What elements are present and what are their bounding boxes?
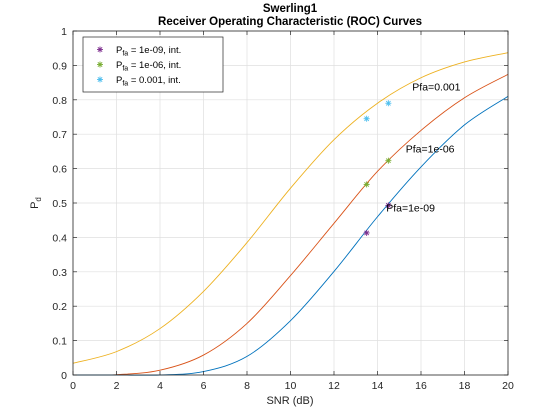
legend-label-1: Pfa = 1e-06, int. — [116, 60, 181, 73]
y-axis-label-main: P — [29, 202, 41, 209]
chart-title: Swerling1 — [263, 3, 318, 15]
y-tick-label-4: 0.4 — [52, 232, 67, 244]
x-tick-label-3: 6 — [201, 380, 207, 392]
y-tick-label-8: 0.8 — [52, 95, 67, 107]
x-tick-label-7: 14 — [372, 380, 384, 392]
y-tick-label-7: 0.7 — [52, 129, 67, 141]
marker-0-0 — [363, 229, 370, 236]
x-axis-label: SNR (dB) — [266, 395, 313, 407]
x-tick-label-1: 2 — [114, 380, 120, 392]
annotation-1: Pfa=1e-06 — [406, 144, 455, 156]
ticks: 0 2 4 6 8 10 12 14 16 18 20 0 0.1 0.2 0.3 0.4 0.5 0.6 0.7 0… — [52, 26, 514, 392]
y-tick-label-0: 0 — [61, 370, 67, 382]
y-tick-label-10: 1 — [61, 26, 67, 38]
y-tick-label-1: 0.1 — [52, 336, 67, 348]
legend: Pfa = 1e-09, int. Pfa = 1e-06, int. Pfa = … — [82, 36, 224, 93]
y-axis-label-sub: d — [34, 197, 43, 201]
roc-curve-1 — [72, 73, 509, 376]
legend-box — [82, 36, 224, 93]
x-tick-label-9: 18 — [459, 380, 471, 392]
legend-label-2: Pfa = 0.001, int. — [116, 75, 181, 88]
y-tick-label-9: 0.9 — [52, 60, 67, 72]
x-tick-label-10: 20 — [502, 380, 514, 392]
x-tick-label-5: 10 — [285, 380, 297, 392]
y-tick-label-3: 0.3 — [52, 267, 67, 279]
x-tick-label-8: 16 — [415, 380, 427, 392]
roc-curve-0 — [72, 52, 509, 364]
svg-text:Pd: Pd — [29, 197, 43, 209]
x-tick-label-0: 0 — [70, 380, 76, 392]
y-axis-label: Pd — [29, 197, 43, 209]
x-tick-label-6: 12 — [328, 380, 340, 392]
y-tick-label-5: 0.5 — [52, 198, 67, 210]
marker-2-1 — [385, 100, 392, 107]
markers — [363, 100, 392, 236]
marker-2-0 — [363, 115, 370, 122]
legend-marker-2 — [97, 76, 103, 83]
marker-1-0 — [363, 181, 370, 188]
annotation-2: Pfa=1e-09 — [386, 202, 435, 214]
legend-marker-1 — [97, 61, 103, 68]
chart-subtitle: Receiver Operating Characteristic (ROC) … — [158, 16, 422, 28]
marker-1-1 — [385, 157, 392, 164]
annotation-0: Pfa=0.001 — [412, 82, 460, 94]
y-tick-label-2: 0.2 — [52, 301, 67, 313]
x-tick-label-4: 8 — [244, 380, 250, 392]
x-tick-label-2: 4 — [157, 380, 163, 392]
legend-label-0: Pfa = 1e-09, int. — [116, 45, 181, 58]
y-tick-label-6: 0.6 — [52, 164, 67, 176]
marker-0-1 — [385, 202, 392, 209]
annotations: Pfa=0.001 Pfa=1e-06 Pfa=1e-09 — [386, 82, 460, 215]
legend-marker-0 — [97, 46, 103, 53]
